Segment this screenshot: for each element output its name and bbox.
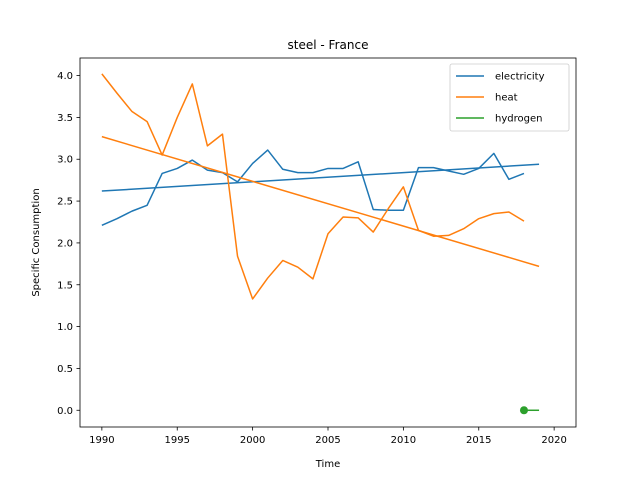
x-tick-label: 2015	[466, 435, 491, 446]
x-tick-label: 2020	[541, 435, 566, 446]
y-tick-label: 1.0	[57, 322, 73, 333]
heat-trend-line	[101, 135, 540, 268]
legend-entries: electricity heat hydrogen	[456, 72, 545, 125]
legend-frame	[449, 63, 570, 132]
heat-series-line	[101, 73, 525, 300]
legend-label-electricity: electricity	[495, 72, 545, 83]
y-axis: 0.0 0.5 1.0 1.5 2.0 2.5 3.0 3.5 4.0	[57, 71, 80, 417]
y-tick-label: 1.5	[57, 280, 73, 291]
plot-area	[101, 73, 540, 415]
electricity-series-line	[101, 149, 525, 227]
legend-label-heat: heat	[495, 93, 518, 104]
y-tick-label: 0.5	[57, 364, 73, 375]
y-axis-label: Specific Consumption	[31, 188, 42, 296]
x-tick-label: 1995	[165, 435, 190, 446]
x-tick-label: 2000	[240, 435, 265, 446]
y-tick-label: 2.5	[57, 197, 73, 208]
electricity-trend-line	[101, 163, 540, 192]
y-tick-label: 0.0	[57, 406, 73, 417]
legend-label-hydrogen: hydrogen	[495, 114, 542, 125]
x-axis: 1990 1995 2000 2005 2010 2015 2020	[89, 427, 567, 446]
x-axis-label: Time	[315, 459, 340, 470]
y-tick-label: 4.0	[57, 71, 73, 82]
x-tick-label: 2005	[315, 435, 340, 446]
y-tick-label: 2.0	[57, 238, 73, 249]
y-tick-label: 3.0	[57, 155, 73, 166]
x-tick-label: 2010	[391, 435, 416, 446]
hydrogen-data-point	[519, 406, 528, 415]
y-tick-label: 3.5	[57, 113, 73, 124]
legend: electricity heat hydrogen	[449, 63, 570, 132]
x-tick-label: 1990	[89, 435, 114, 446]
chart-title: steel - France	[288, 38, 369, 52]
